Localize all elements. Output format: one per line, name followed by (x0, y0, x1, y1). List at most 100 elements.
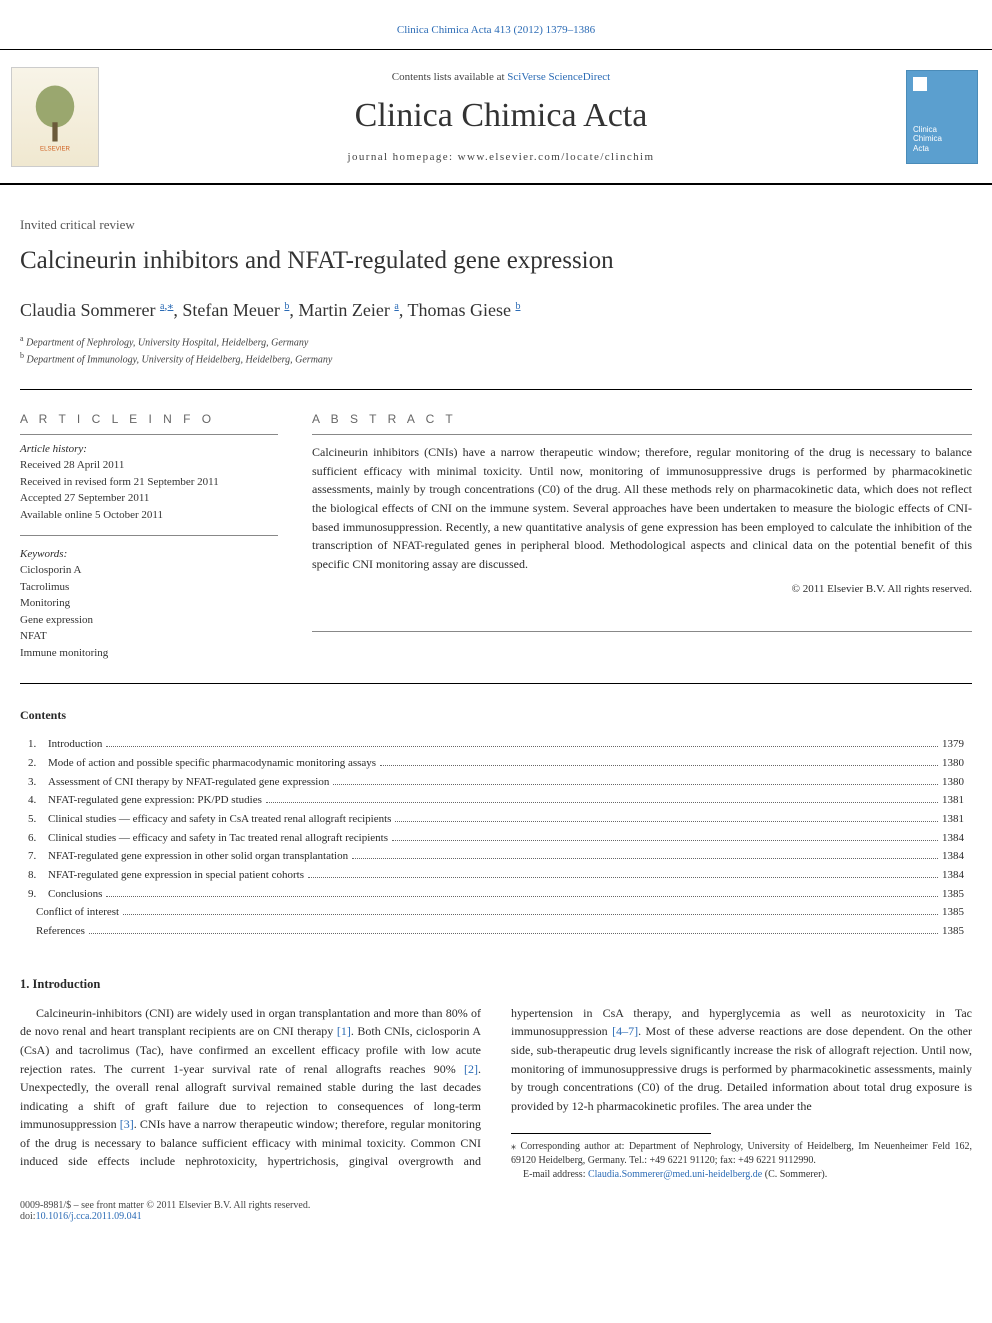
author: Stefan Meuer (182, 300, 279, 320)
toc-leader (308, 877, 938, 878)
journal-cover: Clinica Chimica Acta (892, 62, 992, 172)
toc-title: Conflict of interest (28, 903, 119, 922)
toc-page: 1385 (942, 922, 972, 941)
scidirect-link[interactable]: SciVerse ScienceDirect (507, 71, 610, 83)
toc-page: 1380 (942, 773, 972, 792)
history-line: Received in revised form 21 September 20… (20, 474, 278, 491)
affiliation: a Department of Nephrology, University H… (20, 333, 972, 350)
citation-link[interactable]: [3] (120, 1117, 134, 1131)
toc-leader (333, 784, 938, 785)
svg-text:ELSEVIER: ELSEVIER (40, 145, 70, 152)
contents-heading: Contents (20, 708, 972, 723)
toc-title: NFAT-regulated gene expression: PK/PD st… (48, 791, 262, 810)
citation-link[interactable]: [4–7] (612, 1024, 638, 1038)
keyword: Gene expression (20, 612, 278, 629)
history-heading: Article history: (20, 443, 278, 455)
email-label: E-mail address: (523, 1169, 588, 1180)
toc-title: NFAT-regulated gene expression in other … (48, 847, 348, 866)
email-link[interactable]: Claudia.Sommerer@med.uni-heidelberg.de (588, 1169, 762, 1180)
body-text: Calcineurin-inhibitors (CNI) are widely … (20, 1004, 972, 1183)
toc-number: 5. (20, 810, 48, 829)
doi-label: doi: (20, 1211, 36, 1222)
toc-entry[interactable]: 2.Mode of action and possible specific p… (20, 754, 972, 773)
toc-entry[interactable]: 3.Assessment of CNI therapy by NFAT-regu… (20, 773, 972, 792)
journal-ref-link[interactable]: Clinica Chimica Acta 413 (2012) 1379–138… (397, 24, 595, 36)
abstract-text: Calcineurin inhibitors (CNIs) have a nar… (312, 443, 972, 573)
toc-number: 2. (20, 754, 48, 773)
author: Claudia Sommerer (20, 300, 155, 320)
toc-leader (89, 933, 938, 934)
affil-link[interactable]: b (284, 301, 289, 312)
toc-leader (266, 802, 938, 803)
toc-number: 7. (20, 847, 48, 866)
toc-leader (392, 840, 938, 841)
keyword: Tacrolimus (20, 579, 278, 596)
toc-leader (352, 858, 938, 859)
section-heading: 1. Introduction (20, 977, 972, 992)
toc-page: 1380 (942, 754, 972, 773)
affil-link[interactable]: a (394, 301, 398, 312)
citation-link[interactable]: [2] (464, 1062, 478, 1076)
history-line: Available online 5 October 2011 (20, 507, 278, 524)
toc-title: Assessment of CNI therapy by NFAT-regula… (48, 773, 329, 792)
toc-entry[interactable]: References 1385 (20, 922, 972, 941)
elsevier-tree-icon: ELSEVIER (25, 82, 85, 152)
toc-number: 4. (20, 791, 48, 810)
homepage-link[interactable]: www.elsevier.com/locate/clinchim (458, 151, 655, 163)
toc-entry[interactable]: Conflict of interest 1385 (20, 903, 972, 922)
toc-number: 9. (20, 885, 48, 904)
author: Thomas Giese (408, 300, 511, 320)
toc-title: References (28, 922, 85, 941)
toc-entry[interactable]: 7.NFAT-regulated gene expression in othe… (20, 847, 972, 866)
issn-line: 0009-8981/$ – see front matter © 2011 El… (20, 1200, 310, 1211)
history-line: Accepted 27 September 2011 (20, 490, 278, 507)
toc-page: 1381 (942, 810, 972, 829)
corr-author-link[interactable]: ,⁎ (164, 298, 173, 312)
toc-entry[interactable]: 6.Clinical studies — efficacy and safety… (20, 829, 972, 848)
toc-page: 1384 (942, 829, 972, 848)
publisher-logo: ELSEVIER (0, 59, 110, 175)
toc-entry[interactable]: 9.Conclusions 1385 (20, 885, 972, 904)
journal-title: Clinica Chimica Acta (110, 97, 892, 135)
history-line: Received 28 April 2011 (20, 457, 278, 474)
doi-link[interactable]: 10.1016/j.cca.2011.09.041 (36, 1211, 142, 1222)
toc-leader (123, 914, 938, 915)
homepage-label: journal homepage: (348, 151, 458, 163)
keyword: NFAT (20, 628, 278, 645)
affil-link[interactable]: b (515, 301, 520, 312)
toc-page: 1384 (942, 866, 972, 885)
toc-number: 1. (20, 735, 48, 754)
article-info-label: A R T I C L E I N F O (20, 412, 278, 426)
toc-page: 1379 (942, 735, 972, 754)
toc-entry[interactable]: 1.Introduction1379 (20, 735, 972, 754)
toc-leader (395, 821, 938, 822)
table-of-contents: 1.Introduction13792.Mode of action and p… (20, 735, 972, 941)
citation-link[interactable]: [1] (337, 1024, 351, 1038)
toc-title: Clinical studies — efficacy and safety i… (48, 810, 391, 829)
keywords-heading: Keywords: (20, 548, 278, 560)
abstract-label: A B S T R A C T (312, 412, 972, 426)
toc-page: 1384 (942, 847, 972, 866)
toc-page: 1385 (942, 903, 972, 922)
toc-leader (380, 765, 938, 766)
keyword: Ciclosporin A (20, 562, 278, 579)
abstract-copyright: © 2011 Elsevier B.V. All rights reserved… (312, 583, 972, 595)
cover-text-line: Acta (913, 144, 942, 154)
toc-number: 6. (20, 829, 48, 848)
affiliation: b Department of Immunology, University o… (20, 350, 972, 367)
corresponding-author-footnote: ⁎ Corresponding author at: Department of… (511, 1140, 972, 1168)
toc-entry[interactable]: 8.NFAT-regulated gene expression in spec… (20, 866, 972, 885)
toc-entry[interactable]: 4.NFAT-regulated gene expression: PK/PD … (20, 791, 972, 810)
toc-number: 3. (20, 773, 48, 792)
keyword: Immune monitoring (20, 645, 278, 662)
cover-text-line: Chimica (913, 134, 942, 144)
toc-entry[interactable]: 5.Clinical studies — efficacy and safety… (20, 810, 972, 829)
toc-page: 1385 (942, 885, 972, 904)
toc-page: 1381 (942, 791, 972, 810)
authors-line: Claudia Sommerer a,⁎, Stefan Meuer b, Ma… (20, 298, 972, 321)
toc-title: NFAT-regulated gene expression in specia… (48, 866, 304, 885)
toc-title: Conclusions (48, 885, 102, 904)
cover-text-line: Clinica (913, 125, 942, 135)
contents-prefix: Contents lists available at (392, 71, 507, 83)
keyword: Monitoring (20, 595, 278, 612)
